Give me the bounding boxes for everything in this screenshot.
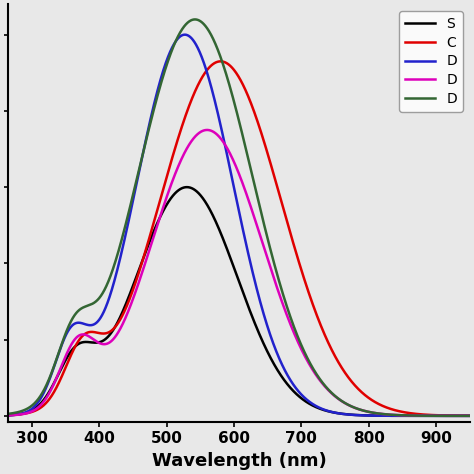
C xyxy=(465,413,470,419)
S xyxy=(203,201,209,207)
C xyxy=(203,68,209,74)
S xyxy=(84,339,90,345)
D xyxy=(183,147,189,153)
Legend: S, C, D, D, D: S, C, D, D, D xyxy=(400,11,463,112)
C xyxy=(218,58,223,64)
D xyxy=(414,413,419,419)
S xyxy=(184,184,190,190)
D xyxy=(203,25,209,30)
S xyxy=(465,413,470,419)
D xyxy=(56,370,62,375)
S xyxy=(56,371,62,376)
C xyxy=(183,112,189,118)
D xyxy=(2,413,8,419)
C xyxy=(56,380,62,386)
D xyxy=(465,413,470,419)
D xyxy=(2,411,8,417)
D xyxy=(84,322,90,328)
D xyxy=(183,32,189,37)
Line: D: D xyxy=(5,19,474,416)
D xyxy=(414,413,419,419)
S xyxy=(183,184,189,190)
D xyxy=(465,413,470,419)
D xyxy=(56,350,62,356)
C xyxy=(84,330,90,336)
D xyxy=(204,127,210,133)
S xyxy=(2,412,8,418)
D xyxy=(56,350,62,356)
S xyxy=(414,413,419,419)
D xyxy=(203,127,209,133)
C xyxy=(2,412,8,418)
D xyxy=(84,332,90,338)
D xyxy=(203,68,209,73)
D xyxy=(414,413,419,419)
D xyxy=(84,303,90,309)
Line: D: D xyxy=(5,35,474,416)
D xyxy=(182,32,188,37)
Line: S: S xyxy=(5,187,474,416)
Line: C: C xyxy=(5,61,474,416)
D xyxy=(465,413,470,419)
Line: D: D xyxy=(5,130,474,416)
C xyxy=(414,411,419,417)
D xyxy=(183,22,189,27)
D xyxy=(192,17,198,22)
D xyxy=(2,412,8,418)
X-axis label: Wavelength (nm): Wavelength (nm) xyxy=(152,452,327,470)
